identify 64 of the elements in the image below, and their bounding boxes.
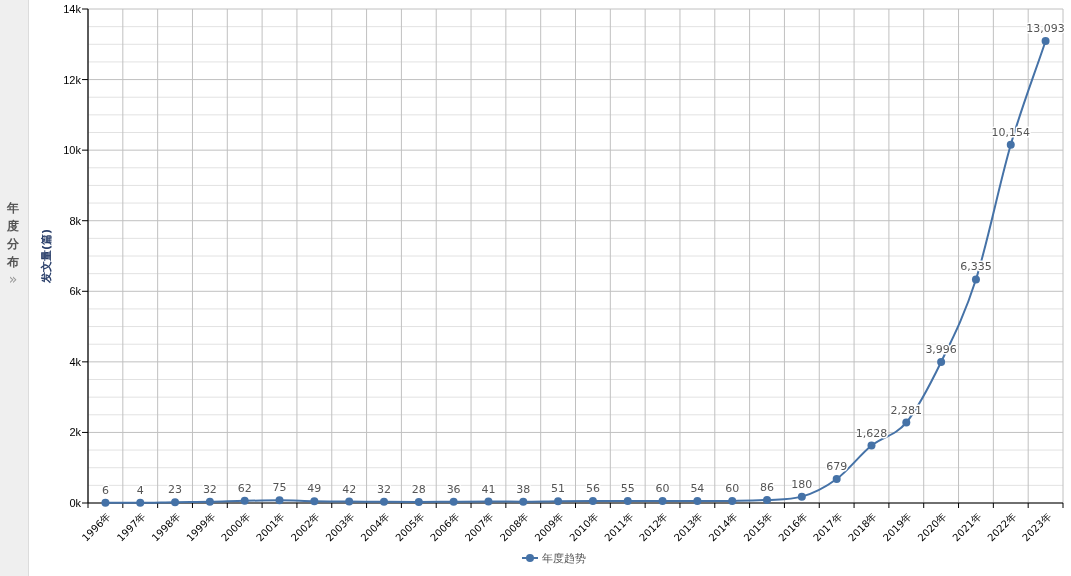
point <box>240 496 249 505</box>
point <box>449 497 458 506</box>
legend-label: 年度趋势 <box>542 552 586 565</box>
data-label: 28 <box>411 483 426 497</box>
data-label: 60 <box>725 481 740 495</box>
y-tick-label: 4k <box>69 355 82 368</box>
y-axis-title: 发文量(篇) <box>40 228 53 285</box>
point <box>623 497 632 506</box>
data-label: 32 <box>376 482 391 496</box>
point <box>588 497 597 506</box>
point <box>658 496 667 505</box>
data-label: 32 <box>202 482 217 496</box>
point <box>1006 140 1015 149</box>
data-label: 60 <box>655 481 670 495</box>
data-label: 41 <box>481 482 496 496</box>
y-tick-label: 14k <box>63 3 82 15</box>
y-tick-label: 0k <box>69 497 82 509</box>
point <box>171 498 180 507</box>
data-label: 6 <box>101 483 109 497</box>
data-label: 54 <box>690 482 705 496</box>
data-label: 679 <box>826 460 848 474</box>
point <box>867 441 876 450</box>
data-label: 62 <box>237 481 252 495</box>
data-label: 49 <box>307 482 322 496</box>
point <box>763 495 772 504</box>
y-tick-label: 10k <box>63 144 82 157</box>
point <box>414 498 423 507</box>
data-label: 56 <box>585 482 600 496</box>
data-label: 1,628 <box>855 426 888 440</box>
y-tick-label: 6k <box>69 285 82 298</box>
data-label: 38 <box>516 482 531 496</box>
point <box>275 496 284 505</box>
point <box>902 418 911 427</box>
data-label: 51 <box>551 482 566 496</box>
point <box>797 492 806 501</box>
point <box>519 497 528 506</box>
point <box>832 475 841 484</box>
point <box>554 497 563 506</box>
data-label: 75 <box>272 481 287 495</box>
data-label: 180 <box>791 477 813 491</box>
point <box>101 498 110 507</box>
point <box>1041 37 1050 45</box>
y-tick-label: 12k <box>63 73 82 86</box>
data-label: 42 <box>342 482 357 496</box>
data-label: 4 <box>136 483 144 497</box>
data-label: 36 <box>446 482 461 496</box>
data-label: 86 <box>760 480 775 494</box>
point <box>136 498 145 507</box>
point <box>205 497 214 506</box>
point <box>971 275 980 284</box>
y-tick-label: 2k <box>69 426 82 439</box>
point <box>728 496 737 505</box>
data-label: 55 <box>620 482 635 496</box>
point <box>345 497 354 506</box>
data-label: 13,093 <box>1026 22 1065 35</box>
point <box>937 358 946 366</box>
point <box>484 497 493 506</box>
text: 年度分布 <box>6 201 20 269</box>
point <box>379 497 388 506</box>
y-tick-label: 8k <box>69 214 82 227</box>
point <box>693 497 702 506</box>
data-label: 23 <box>168 483 183 497</box>
text: » <box>8 271 18 287</box>
point <box>310 497 319 506</box>
